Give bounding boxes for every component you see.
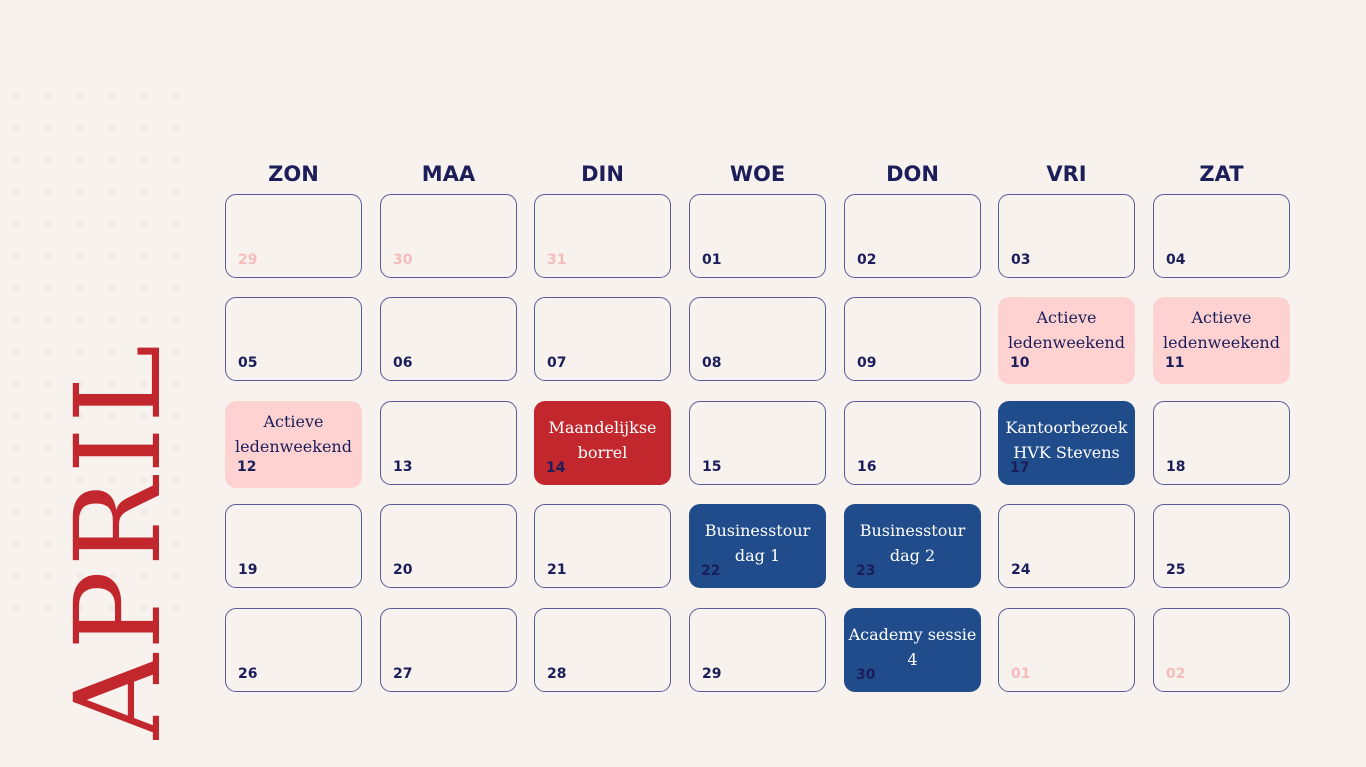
day-number: 05: [238, 355, 258, 371]
day-cell[interactable]: 29: [225, 194, 362, 278]
day-number: 08: [702, 355, 722, 371]
day-number: 23: [856, 563, 876, 579]
event-label: Businesstour dag 1: [704, 521, 811, 565]
day-number: 03: [1011, 252, 1031, 268]
day-number: 21: [547, 562, 567, 578]
event-day-cell[interactable]: Actieve ledenweekend 10: [998, 297, 1135, 384]
event-label: Actieve ledenweekend: [1008, 308, 1125, 352]
event-day-cell[interactable]: Actieve ledenweekend 11: [1153, 297, 1290, 384]
day-number: 29: [702, 666, 722, 682]
day-number: 24: [1011, 562, 1031, 578]
day-number: 04: [1166, 252, 1186, 268]
day-cell[interactable]: 03: [998, 194, 1135, 278]
day-cell[interactable]: 02: [1153, 608, 1290, 692]
day-cell[interactable]: 18: [1153, 401, 1290, 485]
day-cell[interactable]: 05: [225, 297, 362, 381]
day-number: 12: [237, 459, 257, 475]
weekday-header: ZON: [268, 162, 319, 186]
day-number: 14: [546, 460, 566, 476]
day-number: 15: [702, 459, 722, 475]
day-number: 13: [393, 459, 413, 475]
day-cell[interactable]: 28: [534, 608, 671, 692]
weekday-header: MAA: [421, 162, 476, 186]
weekday-header: WOE: [729, 162, 786, 186]
day-cell[interactable]: 07: [534, 297, 671, 381]
day-cell[interactable]: 25: [1153, 504, 1290, 588]
day-number: 25: [1166, 562, 1186, 578]
day-number: 02: [857, 252, 877, 268]
day-number: 18: [1166, 459, 1186, 475]
event-day-cell[interactable]: Businesstour dag 1 22: [689, 504, 826, 588]
day-cell[interactable]: 27: [380, 608, 517, 692]
weekday-header: DIN: [581, 162, 624, 186]
day-number: 16: [857, 459, 877, 475]
day-cell[interactable]: 31: [534, 194, 671, 278]
day-number: 22: [701, 563, 721, 579]
day-cell[interactable]: 06: [380, 297, 517, 381]
day-number: 28: [547, 666, 567, 682]
event-label: Academy sessie 4: [848, 625, 977, 669]
day-number: 06: [393, 355, 413, 371]
day-cell[interactable]: 08: [689, 297, 826, 381]
day-cell[interactable]: 09: [844, 297, 981, 381]
event-day-cell[interactable]: Maandelijkse borrel 14: [534, 401, 671, 485]
day-number: 07: [547, 355, 567, 371]
day-cell[interactable]: 15: [689, 401, 826, 485]
event-day-cell[interactable]: Actieve ledenweekend 12: [225, 401, 362, 488]
event-label: Actieve ledenweekend: [1163, 308, 1280, 352]
day-cell[interactable]: 01: [998, 608, 1135, 692]
event-label: Actieve ledenweekend: [235, 412, 352, 456]
day-number: 11: [1165, 355, 1185, 371]
day-number: 31: [547, 252, 567, 268]
day-cell[interactable]: 24: [998, 504, 1135, 588]
day-number: 09: [857, 355, 877, 371]
day-number: 01: [702, 252, 722, 268]
event-label: Maandelijkse borrel: [548, 418, 657, 462]
day-number: 27: [393, 666, 413, 682]
event-day-cell[interactable]: Kantoorbezoek HVK Stevens 17: [998, 401, 1135, 485]
day-cell[interactable]: 19: [225, 504, 362, 588]
day-cell[interactable]: 02: [844, 194, 981, 278]
day-cell[interactable]: 04: [1153, 194, 1290, 278]
event-day-cell[interactable]: Academy sessie 4 30: [844, 608, 981, 692]
day-cell[interactable]: 29: [689, 608, 826, 692]
day-number: 17: [1010, 460, 1030, 476]
day-number: 26: [238, 666, 258, 682]
event-label: Businesstour dag 2: [859, 521, 966, 565]
event-label: Kantoorbezoek HVK Stevens: [1005, 418, 1128, 462]
day-cell[interactable]: 26: [225, 608, 362, 692]
day-number: 19: [238, 562, 258, 578]
day-cell[interactable]: 20: [380, 504, 517, 588]
day-number: 30: [393, 252, 413, 268]
day-number: 01: [1011, 666, 1031, 682]
day-cell[interactable]: 21: [534, 504, 671, 588]
day-number: 30: [856, 667, 876, 683]
day-number: 02: [1166, 666, 1186, 682]
dot-pattern: [0, 80, 200, 620]
day-number: 20: [393, 562, 413, 578]
day-cell[interactable]: 16: [844, 401, 981, 485]
day-cell[interactable]: 13: [380, 401, 517, 485]
event-day-cell[interactable]: Businesstour dag 2 23: [844, 504, 981, 588]
day-cell[interactable]: 01: [689, 194, 826, 278]
weekday-header: ZAT: [1199, 162, 1244, 186]
day-cell[interactable]: 30: [380, 194, 517, 278]
day-number: 29: [238, 252, 258, 268]
weekday-header: VRI: [1046, 162, 1087, 186]
weekday-header: DON: [886, 162, 939, 186]
month-title: APRIL: [49, 340, 187, 740]
day-number: 10: [1010, 355, 1030, 371]
